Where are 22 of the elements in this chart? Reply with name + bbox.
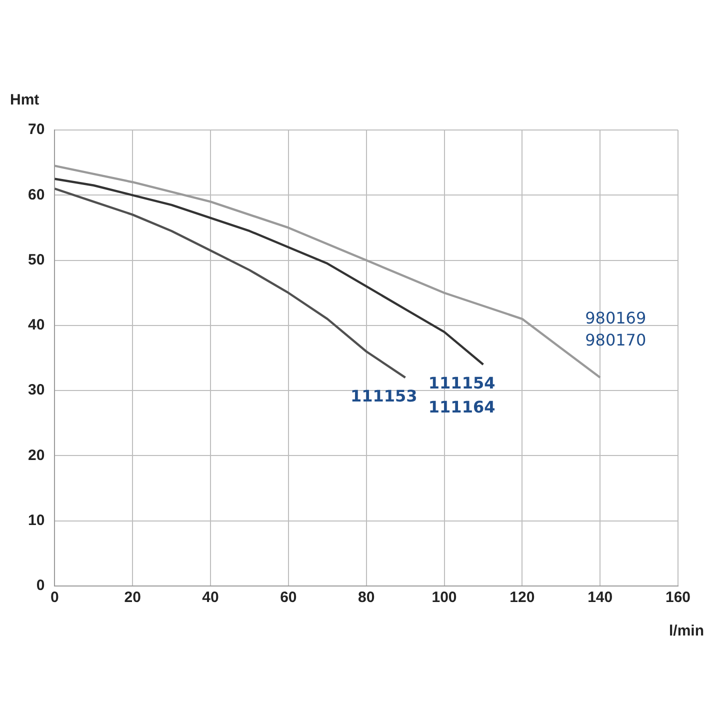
x-tick-label: 20 bbox=[124, 589, 141, 606]
y-axis-title: Hmt bbox=[10, 92, 40, 109]
series-label: 111154 111164 bbox=[428, 374, 496, 417]
x-tick-label: 100 bbox=[432, 589, 457, 606]
y-tick-label: 30 bbox=[28, 382, 45, 399]
y-tick-label: 60 bbox=[28, 186, 45, 204]
y-tick-label: 70 bbox=[28, 121, 45, 138]
x-axis-title: l/min bbox=[668, 622, 704, 640]
x-tick-label: 120 bbox=[510, 589, 535, 606]
y-tick-label: 20 bbox=[28, 446, 45, 464]
x-tick-label: 40 bbox=[202, 589, 219, 606]
x-tick-label: 60 bbox=[280, 589, 297, 606]
y-tick-label: 0 bbox=[36, 577, 45, 594]
y-tick-label: 10 bbox=[28, 512, 45, 529]
series-label: 980169 980170 bbox=[585, 308, 646, 350]
y-tick-label: 40 bbox=[28, 316, 45, 334]
y-tick-label: 50 bbox=[28, 251, 45, 268]
x-tick-label: 0 bbox=[50, 589, 59, 606]
x-tick-label: 160 bbox=[665, 589, 691, 606]
series-label: 111153 bbox=[350, 386, 418, 406]
x-tick-label: 140 bbox=[588, 589, 613, 606]
x-tick-label: 80 bbox=[358, 589, 375, 606]
